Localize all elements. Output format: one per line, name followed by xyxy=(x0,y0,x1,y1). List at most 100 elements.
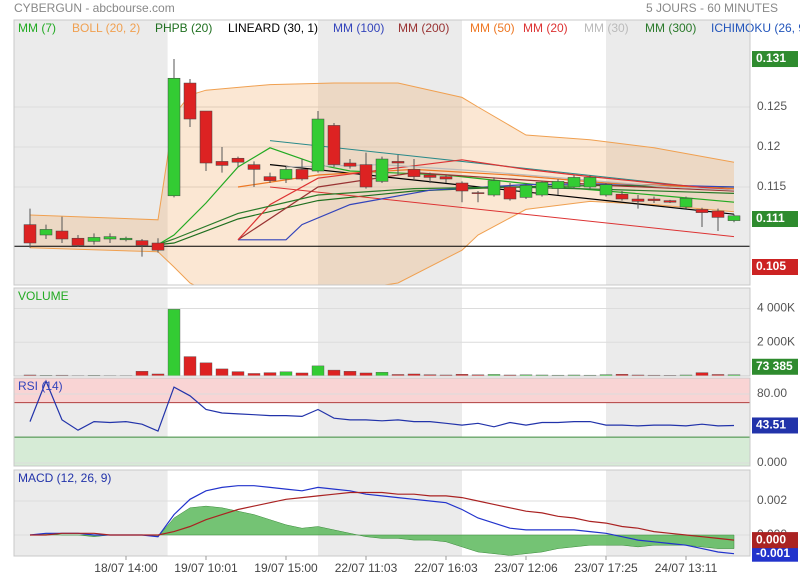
channel-lower xyxy=(269,186,735,238)
last-value-box xyxy=(752,545,798,562)
panel-border xyxy=(13,287,751,377)
candle-body xyxy=(23,224,37,244)
volume-bar xyxy=(407,373,421,376)
last-value-box xyxy=(752,358,798,375)
price-marker xyxy=(752,259,798,276)
candle-body xyxy=(231,157,245,163)
legend-entry: MM (300) xyxy=(645,21,696,35)
y-tick-label: 0.002 xyxy=(757,493,787,507)
candle-body xyxy=(727,215,741,221)
y-tick-label: 4 000K xyxy=(757,301,795,315)
candle-body xyxy=(199,110,213,164)
period-label: 5 JOURS - 60 MINUTES xyxy=(646,1,778,15)
candle-body xyxy=(647,198,661,201)
legend-entry: LINEARD (30, 1) xyxy=(228,21,318,35)
last-value-label: 43.51 xyxy=(756,418,786,432)
candle-body xyxy=(55,230,69,240)
candle-body xyxy=(183,82,197,120)
volume-bar xyxy=(183,356,197,376)
day-shade xyxy=(14,470,168,556)
volume-bar xyxy=(167,309,181,376)
x-tick-label: 22/07 11:03 xyxy=(335,561,398,575)
last-value-box xyxy=(752,417,798,434)
volume-bar xyxy=(711,374,725,376)
candle-body xyxy=(87,237,101,242)
y-tick-label: 80.00 xyxy=(757,386,787,400)
candle-body xyxy=(119,237,133,241)
x-tick-label: 18/07 14:00 xyxy=(94,561,158,575)
legend-entry: MM (100) xyxy=(333,21,384,35)
candle-body xyxy=(599,184,613,196)
candle-body xyxy=(423,174,437,178)
volume-bar xyxy=(199,362,213,376)
legend-entry: MM (7) xyxy=(18,21,56,35)
indicator-line xyxy=(157,186,735,246)
candle-body xyxy=(535,181,549,196)
legend-entry: MM (200) xyxy=(398,21,449,35)
candle-body xyxy=(359,164,373,188)
candle-body xyxy=(247,164,261,170)
legend-entry: MM (30) xyxy=(584,21,629,35)
last-value-label: 0.000 xyxy=(756,532,786,546)
panel-border xyxy=(13,469,751,557)
candle-body xyxy=(71,237,85,246)
volume-bar xyxy=(231,371,245,376)
day-shade xyxy=(14,288,168,376)
candle-body xyxy=(407,169,421,177)
panel xyxy=(14,378,750,466)
candle-body xyxy=(455,182,469,192)
chart-title: CYBERGUN - abcbourse.com xyxy=(14,1,175,15)
indicator-line xyxy=(237,171,735,241)
candle-body xyxy=(583,177,597,188)
panel-title: RSI (14) xyxy=(18,379,63,393)
panel-border xyxy=(13,19,751,286)
y-tick-label: 0.125 xyxy=(757,99,787,113)
y-tick-label: 2 000K xyxy=(757,334,795,348)
candle-body xyxy=(375,158,389,182)
candle-body xyxy=(135,240,149,246)
legend-entry: BOLL (20, 2) xyxy=(72,21,140,35)
volume-bar xyxy=(263,372,277,376)
zone xyxy=(14,378,750,403)
last-value-label: 73 385 xyxy=(756,359,793,373)
price-marker xyxy=(752,51,798,68)
legend-entry: MM (50) xyxy=(470,21,515,35)
candle-body xyxy=(663,200,677,203)
x-tick-label: 23/07 12:06 xyxy=(494,561,558,575)
last-value-box xyxy=(752,532,798,549)
day-shade xyxy=(606,288,750,376)
zone xyxy=(14,437,750,466)
band-lower xyxy=(29,200,735,285)
candle-body xyxy=(263,176,277,181)
candle-body xyxy=(631,198,645,202)
indicator-line xyxy=(30,491,735,541)
day-shade xyxy=(318,288,462,376)
price-marker-label: 0.111 xyxy=(756,211,785,225)
candle-body xyxy=(567,177,581,188)
candle-body xyxy=(311,118,325,172)
indicator-line xyxy=(29,379,735,432)
volume-bar xyxy=(391,374,405,376)
candle-body xyxy=(439,176,453,180)
candle-body xyxy=(167,77,181,197)
volume-bar xyxy=(311,365,325,376)
x-tick-label: 19/07 10:01 xyxy=(174,561,238,575)
volume-bar xyxy=(519,374,533,376)
candle-body xyxy=(487,180,501,196)
candle-body xyxy=(503,186,517,200)
y-tick-label: 0.115 xyxy=(757,179,786,193)
indicator-line xyxy=(237,159,735,241)
panel xyxy=(14,470,750,556)
x-tick-label: 23/07 17:25 xyxy=(574,561,638,575)
candle-body xyxy=(711,210,725,218)
candle-body xyxy=(103,236,117,240)
volume-bar xyxy=(343,371,357,376)
candle-body xyxy=(343,162,357,167)
volume-bar xyxy=(695,372,709,376)
candle-body xyxy=(279,169,293,180)
panel-title: VOLUME xyxy=(18,289,69,303)
candle-body xyxy=(151,242,165,251)
candle-body xyxy=(39,229,53,236)
price-marker-label: 0.105 xyxy=(756,259,786,273)
